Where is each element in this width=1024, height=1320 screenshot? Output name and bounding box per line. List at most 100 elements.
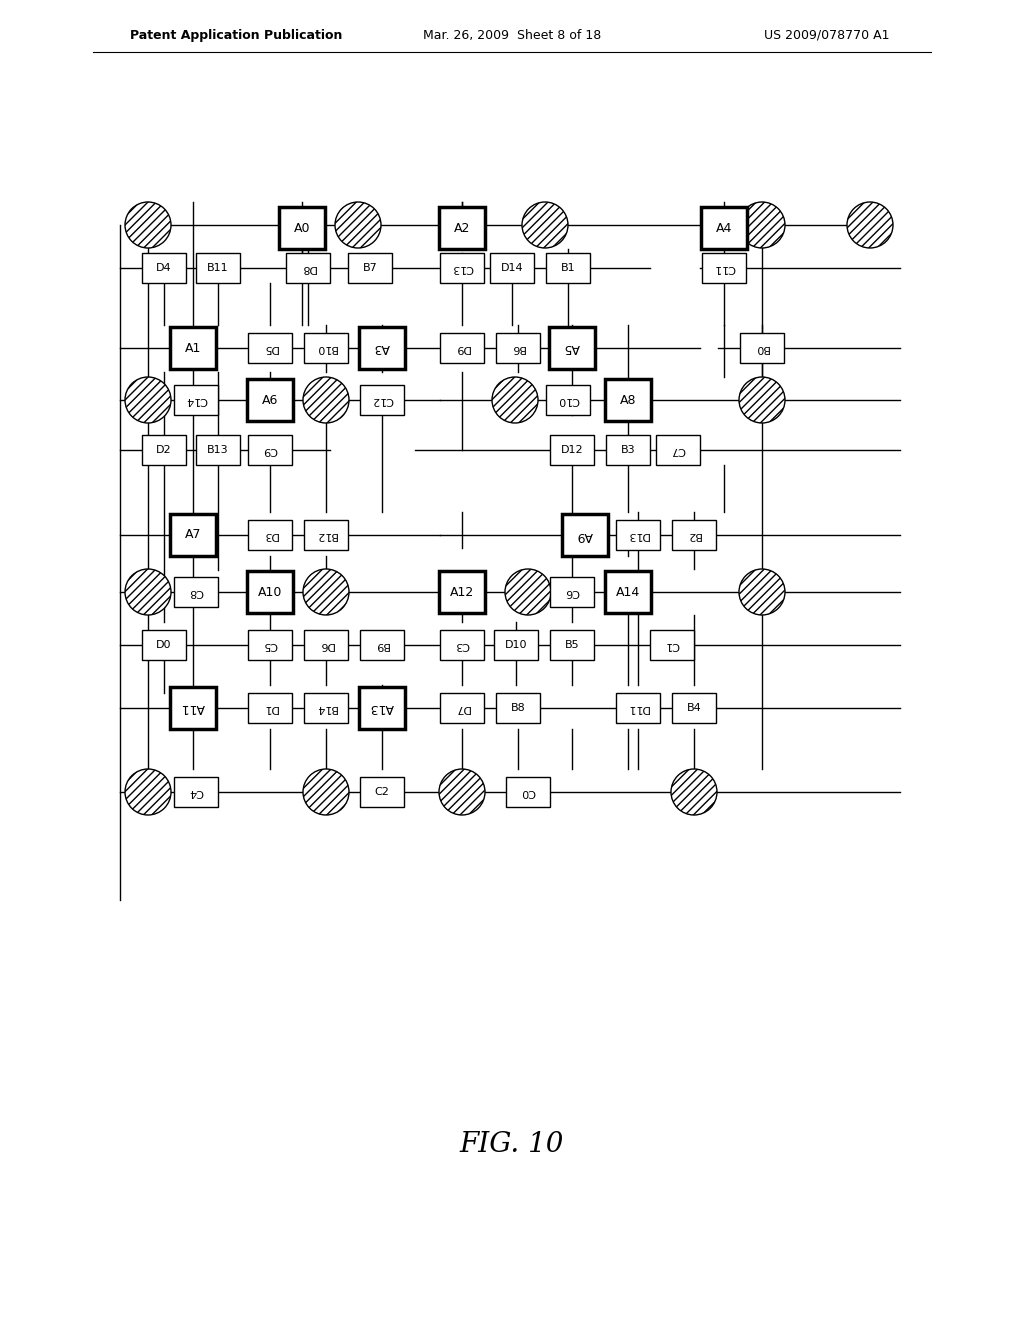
Text: D0: D0 bbox=[157, 640, 172, 649]
Bar bbox=[304, 333, 348, 363]
Text: A14: A14 bbox=[615, 586, 640, 598]
Bar bbox=[439, 572, 485, 612]
Bar bbox=[650, 630, 694, 660]
Text: Patent Application Publication: Patent Application Publication bbox=[130, 29, 342, 41]
Text: B2: B2 bbox=[687, 531, 701, 540]
Bar bbox=[348, 253, 392, 282]
Circle shape bbox=[671, 770, 717, 814]
Circle shape bbox=[335, 202, 381, 248]
Text: C2: C2 bbox=[375, 787, 389, 797]
Text: C1: C1 bbox=[665, 640, 679, 649]
Bar bbox=[142, 436, 186, 465]
Bar bbox=[142, 253, 186, 282]
Bar bbox=[605, 379, 651, 421]
Bar bbox=[170, 327, 216, 370]
Text: C6: C6 bbox=[564, 587, 580, 597]
Bar bbox=[304, 520, 348, 550]
Text: D4: D4 bbox=[157, 263, 172, 273]
Text: B0: B0 bbox=[755, 343, 769, 352]
Text: C7: C7 bbox=[671, 445, 685, 455]
Circle shape bbox=[739, 202, 785, 248]
Bar bbox=[279, 207, 325, 249]
Text: D9: D9 bbox=[455, 343, 470, 352]
Text: D14: D14 bbox=[501, 263, 523, 273]
Bar bbox=[440, 693, 484, 723]
Text: A8: A8 bbox=[620, 393, 636, 407]
Bar bbox=[440, 333, 484, 363]
Circle shape bbox=[303, 378, 349, 422]
Bar bbox=[196, 253, 240, 282]
Bar bbox=[549, 327, 595, 370]
Text: A0: A0 bbox=[294, 222, 310, 235]
Bar bbox=[440, 253, 484, 282]
Bar bbox=[359, 327, 406, 370]
Text: A2: A2 bbox=[454, 222, 470, 235]
Bar bbox=[360, 777, 404, 807]
Bar bbox=[247, 379, 293, 421]
Circle shape bbox=[522, 202, 568, 248]
Text: B7: B7 bbox=[362, 263, 378, 273]
Text: A9: A9 bbox=[577, 528, 593, 541]
Text: C5: C5 bbox=[262, 640, 278, 649]
Bar bbox=[360, 385, 404, 414]
Circle shape bbox=[303, 569, 349, 615]
Text: B10: B10 bbox=[315, 343, 337, 352]
Bar bbox=[506, 777, 550, 807]
Bar bbox=[248, 436, 292, 465]
Bar bbox=[360, 630, 404, 660]
Bar bbox=[740, 333, 784, 363]
Circle shape bbox=[125, 378, 171, 422]
Text: US 2009/078770 A1: US 2009/078770 A1 bbox=[765, 29, 890, 41]
Bar bbox=[248, 333, 292, 363]
Bar bbox=[174, 385, 218, 414]
Circle shape bbox=[439, 770, 485, 814]
Bar bbox=[616, 520, 660, 550]
Text: A7: A7 bbox=[184, 528, 202, 541]
Text: C13: C13 bbox=[452, 263, 473, 273]
Text: A1: A1 bbox=[184, 342, 201, 355]
Bar bbox=[248, 693, 292, 723]
Bar bbox=[286, 253, 330, 282]
Text: C0: C0 bbox=[520, 787, 536, 797]
Bar bbox=[174, 577, 218, 607]
Text: B4: B4 bbox=[687, 704, 701, 713]
Text: D12: D12 bbox=[561, 445, 584, 455]
Bar bbox=[550, 577, 594, 607]
Circle shape bbox=[125, 569, 171, 615]
Bar bbox=[359, 686, 406, 729]
Text: A3: A3 bbox=[374, 342, 390, 355]
Text: B12: B12 bbox=[315, 531, 337, 540]
Bar bbox=[496, 693, 540, 723]
Bar bbox=[550, 630, 594, 660]
Bar bbox=[304, 693, 348, 723]
Text: B5: B5 bbox=[564, 640, 580, 649]
Bar bbox=[248, 630, 292, 660]
Text: D2: D2 bbox=[157, 445, 172, 455]
Text: C8: C8 bbox=[188, 587, 204, 597]
Text: D7: D7 bbox=[455, 704, 470, 713]
Text: B9: B9 bbox=[375, 640, 389, 649]
Text: C14: C14 bbox=[185, 395, 207, 405]
Text: A11: A11 bbox=[181, 701, 205, 714]
Circle shape bbox=[125, 770, 171, 814]
Bar bbox=[496, 333, 540, 363]
Text: D11: D11 bbox=[627, 704, 649, 713]
Circle shape bbox=[492, 378, 538, 422]
Text: A5: A5 bbox=[564, 342, 581, 355]
Bar bbox=[546, 253, 590, 282]
Bar bbox=[439, 207, 485, 249]
Text: A12: A12 bbox=[450, 586, 474, 598]
Circle shape bbox=[739, 378, 785, 422]
Text: C3: C3 bbox=[455, 640, 469, 649]
Text: D5: D5 bbox=[262, 343, 278, 352]
Circle shape bbox=[125, 202, 171, 248]
Bar bbox=[304, 630, 348, 660]
Text: D6: D6 bbox=[318, 640, 334, 649]
Bar bbox=[672, 693, 716, 723]
Circle shape bbox=[739, 569, 785, 615]
Text: B11: B11 bbox=[207, 263, 228, 273]
Bar bbox=[701, 207, 746, 249]
Text: FIG. 10: FIG. 10 bbox=[460, 1131, 564, 1159]
Text: D10: D10 bbox=[505, 640, 527, 649]
Bar bbox=[546, 385, 590, 414]
